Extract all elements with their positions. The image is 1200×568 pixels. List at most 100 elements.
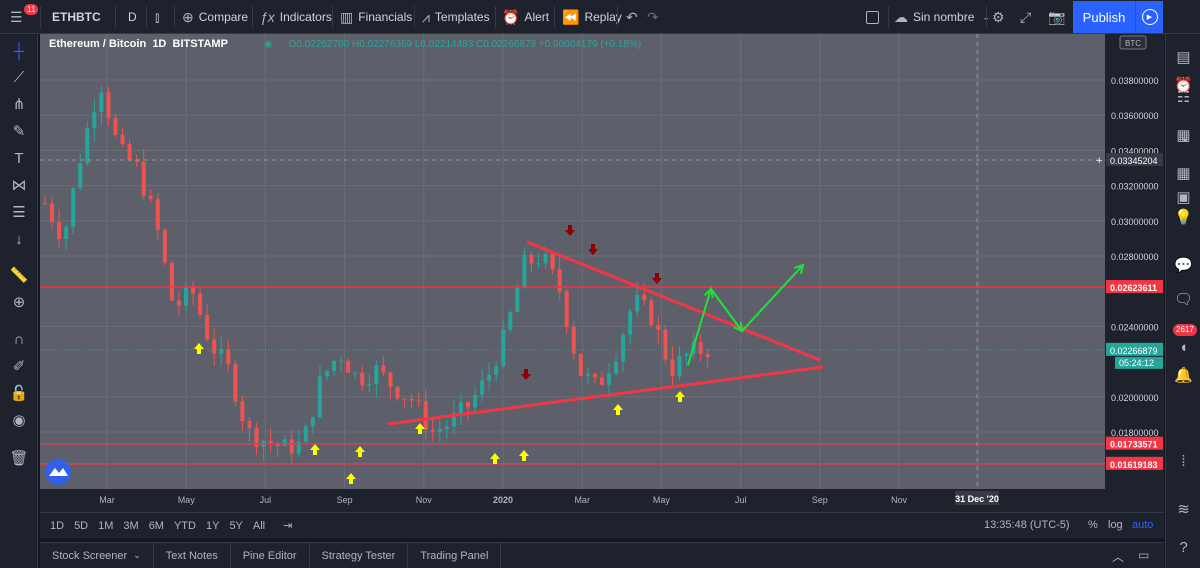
candle-body xyxy=(184,287,188,306)
candle-body xyxy=(663,329,668,360)
data-window-button[interactable]: ☷ xyxy=(1166,84,1200,110)
dom-button[interactable]: ⁞ xyxy=(1166,448,1200,474)
candle-body xyxy=(233,364,238,402)
divider xyxy=(414,6,415,28)
y-tick-label: 0.02400000 xyxy=(1111,322,1159,332)
symbol-search[interactable]: ETHBTC xyxy=(52,10,101,24)
forecast-tool[interactable]: ☰ xyxy=(0,199,38,225)
redo-button[interactable]: ↷ xyxy=(647,0,664,34)
magnet-tool[interactable]: ∩ xyxy=(0,326,38,352)
candle-body xyxy=(155,199,160,230)
visibility-icon[interactable]: ◉ xyxy=(263,38,273,50)
range-all[interactable]: All xyxy=(252,519,266,532)
replay-button[interactable]: ⏪ Replay xyxy=(562,0,622,34)
range-ytd[interactable]: YTD xyxy=(173,519,196,532)
hide-drawings-tool[interactable]: ◉ xyxy=(0,407,38,433)
menu-button[interactable]: ☰ xyxy=(10,0,28,34)
crosshair-price-tag xyxy=(1106,153,1163,167)
undo-button[interactable]: ↶ xyxy=(626,0,643,34)
range-3m[interactable]: 3M xyxy=(123,519,139,532)
templates-button[interactable]: ⩘ Templates xyxy=(422,0,490,34)
crosshair-tool[interactable]: ┼ xyxy=(0,38,38,64)
log-toggle[interactable]: log xyxy=(1108,519,1123,531)
x-tick-label: Sep xyxy=(812,495,828,505)
crosshair-date-label: 31 Dec '20 xyxy=(955,494,999,504)
divider xyxy=(617,6,618,28)
candle-body xyxy=(106,92,111,119)
layout-name-dropdown[interactable]: ☁Sin nombre⌄ xyxy=(894,0,995,34)
projection-arrowhead xyxy=(703,287,714,299)
candle-body xyxy=(543,254,548,264)
hotlists-button[interactable]: ▦ xyxy=(1166,122,1200,148)
snapshot-button[interactable]: 📷 xyxy=(1048,0,1070,34)
list-icon: ☷ xyxy=(1176,89,1191,106)
pitchfork-tool[interactable]: ⋔ xyxy=(0,91,38,117)
stay-drawing-tool[interactable]: ✐ xyxy=(0,353,38,379)
layers-button[interactable]: ≋ xyxy=(1166,496,1200,522)
streams-button[interactable]: ◖ xyxy=(1166,334,1200,360)
pie-icon: ◔ xyxy=(1178,132,1189,150)
chart-type-button[interactable]: ⫾ xyxy=(155,0,164,34)
zoom-tool[interactable]: ⊕ xyxy=(0,289,38,315)
candle-body xyxy=(289,439,294,454)
chats-button[interactable]: 💬 xyxy=(1166,252,1200,278)
ideas-button[interactable]: ▣ xyxy=(1166,184,1200,210)
range-5d[interactable]: 5D xyxy=(74,519,89,532)
settings-button[interactable]: ⚙ xyxy=(992,0,1010,34)
remove-drawings-tool[interactable]: 🗑 xyxy=(0,445,38,471)
candle-body xyxy=(550,254,555,270)
maximize-panel-icon[interactable]: ▭ xyxy=(1138,548,1150,562)
range-6m[interactable]: 6M xyxy=(148,519,164,532)
range-5y[interactable]: 5Y xyxy=(229,519,243,532)
range-1d[interactable]: 1D xyxy=(50,519,65,532)
collapse-panel-icon[interactable]: ︿ xyxy=(1112,550,1125,564)
candle-body xyxy=(205,314,210,340)
calendar-button[interactable]: ◔ xyxy=(1166,128,1200,154)
public-chats-button[interactable]: 🗨 xyxy=(1166,286,1200,312)
candle-body xyxy=(628,311,633,335)
financials-button[interactable]: ▥ Financials xyxy=(340,0,412,34)
text-tool[interactable]: T xyxy=(0,145,38,171)
bottom-panel-tabs: Stock Screener ⌄ Text Notes Pine Editor S… xyxy=(40,542,1164,568)
range-1m[interactable]: 1M xyxy=(98,519,114,532)
publish-button[interactable]: Publish xyxy=(1073,1,1135,33)
brush-icon: ✎ xyxy=(12,123,26,140)
watchlist-button[interactable]: ▤ xyxy=(1166,44,1200,70)
calendar-button-2[interactable]: ▦ xyxy=(1166,160,1200,186)
fullscreen-button[interactable]: ⤢ xyxy=(1020,0,1036,34)
alerts-button[interactable]: ⏰ xyxy=(1166,72,1200,98)
tab-strategy-tester[interactable]: Strategy Tester xyxy=(310,542,409,568)
notifications-button[interactable]: 🔔 xyxy=(1166,362,1200,388)
tab-trading-panel[interactable]: Trading Panel xyxy=(408,542,502,568)
interval-button[interactable]: D xyxy=(128,10,137,24)
auto-toggle[interactable]: auto xyxy=(1132,519,1154,531)
candle-body xyxy=(113,118,118,135)
chart-pane[interactable]: 0.03800000 0.03600000 0.03400000 0.03200000… xyxy=(40,34,1164,512)
more-tools-button[interactable]: ↓ xyxy=(0,226,38,252)
candle-body xyxy=(374,365,379,385)
tab-stock-screener[interactable]: Stock Screener ⌄ xyxy=(40,542,154,568)
candle-body xyxy=(677,356,682,377)
alert-button[interactable]: ⏰ Alert xyxy=(502,0,549,34)
percent-toggle[interactable]: % xyxy=(1088,519,1098,531)
level-price-label: 0.01619183 xyxy=(1110,460,1158,470)
layout-toggle-button[interactable] xyxy=(866,0,879,34)
brush-tool[interactable]: ✎ xyxy=(0,118,38,144)
indicators-button[interactable]: ƒx Indicators xyxy=(260,0,332,34)
tab-pine-editor[interactable]: Pine Editor xyxy=(231,542,310,568)
range-1y[interactable]: 1Y xyxy=(205,519,220,532)
price-chart[interactable]: 0.03800000 0.03600000 0.03400000 0.03200000… xyxy=(40,34,1164,512)
help-button[interactable]: ? xyxy=(1166,534,1200,560)
clock[interactable]: 13:35:48 (UTC-5) xyxy=(984,519,1070,531)
tips-button[interactable]: 💡 xyxy=(1166,204,1200,230)
candle-body xyxy=(240,401,245,421)
compare-button[interactable]: ⊕ Compare xyxy=(182,0,248,34)
goto-date-button[interactable]: ⇥ xyxy=(283,519,292,532)
lock-tool[interactable]: 🔓 xyxy=(0,380,38,406)
ruler-tool[interactable]: 📏 xyxy=(0,262,38,288)
trendline-tool[interactable]: ⟋ xyxy=(0,64,38,90)
tab-text-notes[interactable]: Text Notes xyxy=(154,542,231,568)
pattern-tool[interactable]: ⋈ xyxy=(0,172,38,198)
play-button[interactable]: ▶ xyxy=(1135,1,1163,33)
candle-body xyxy=(346,360,351,373)
